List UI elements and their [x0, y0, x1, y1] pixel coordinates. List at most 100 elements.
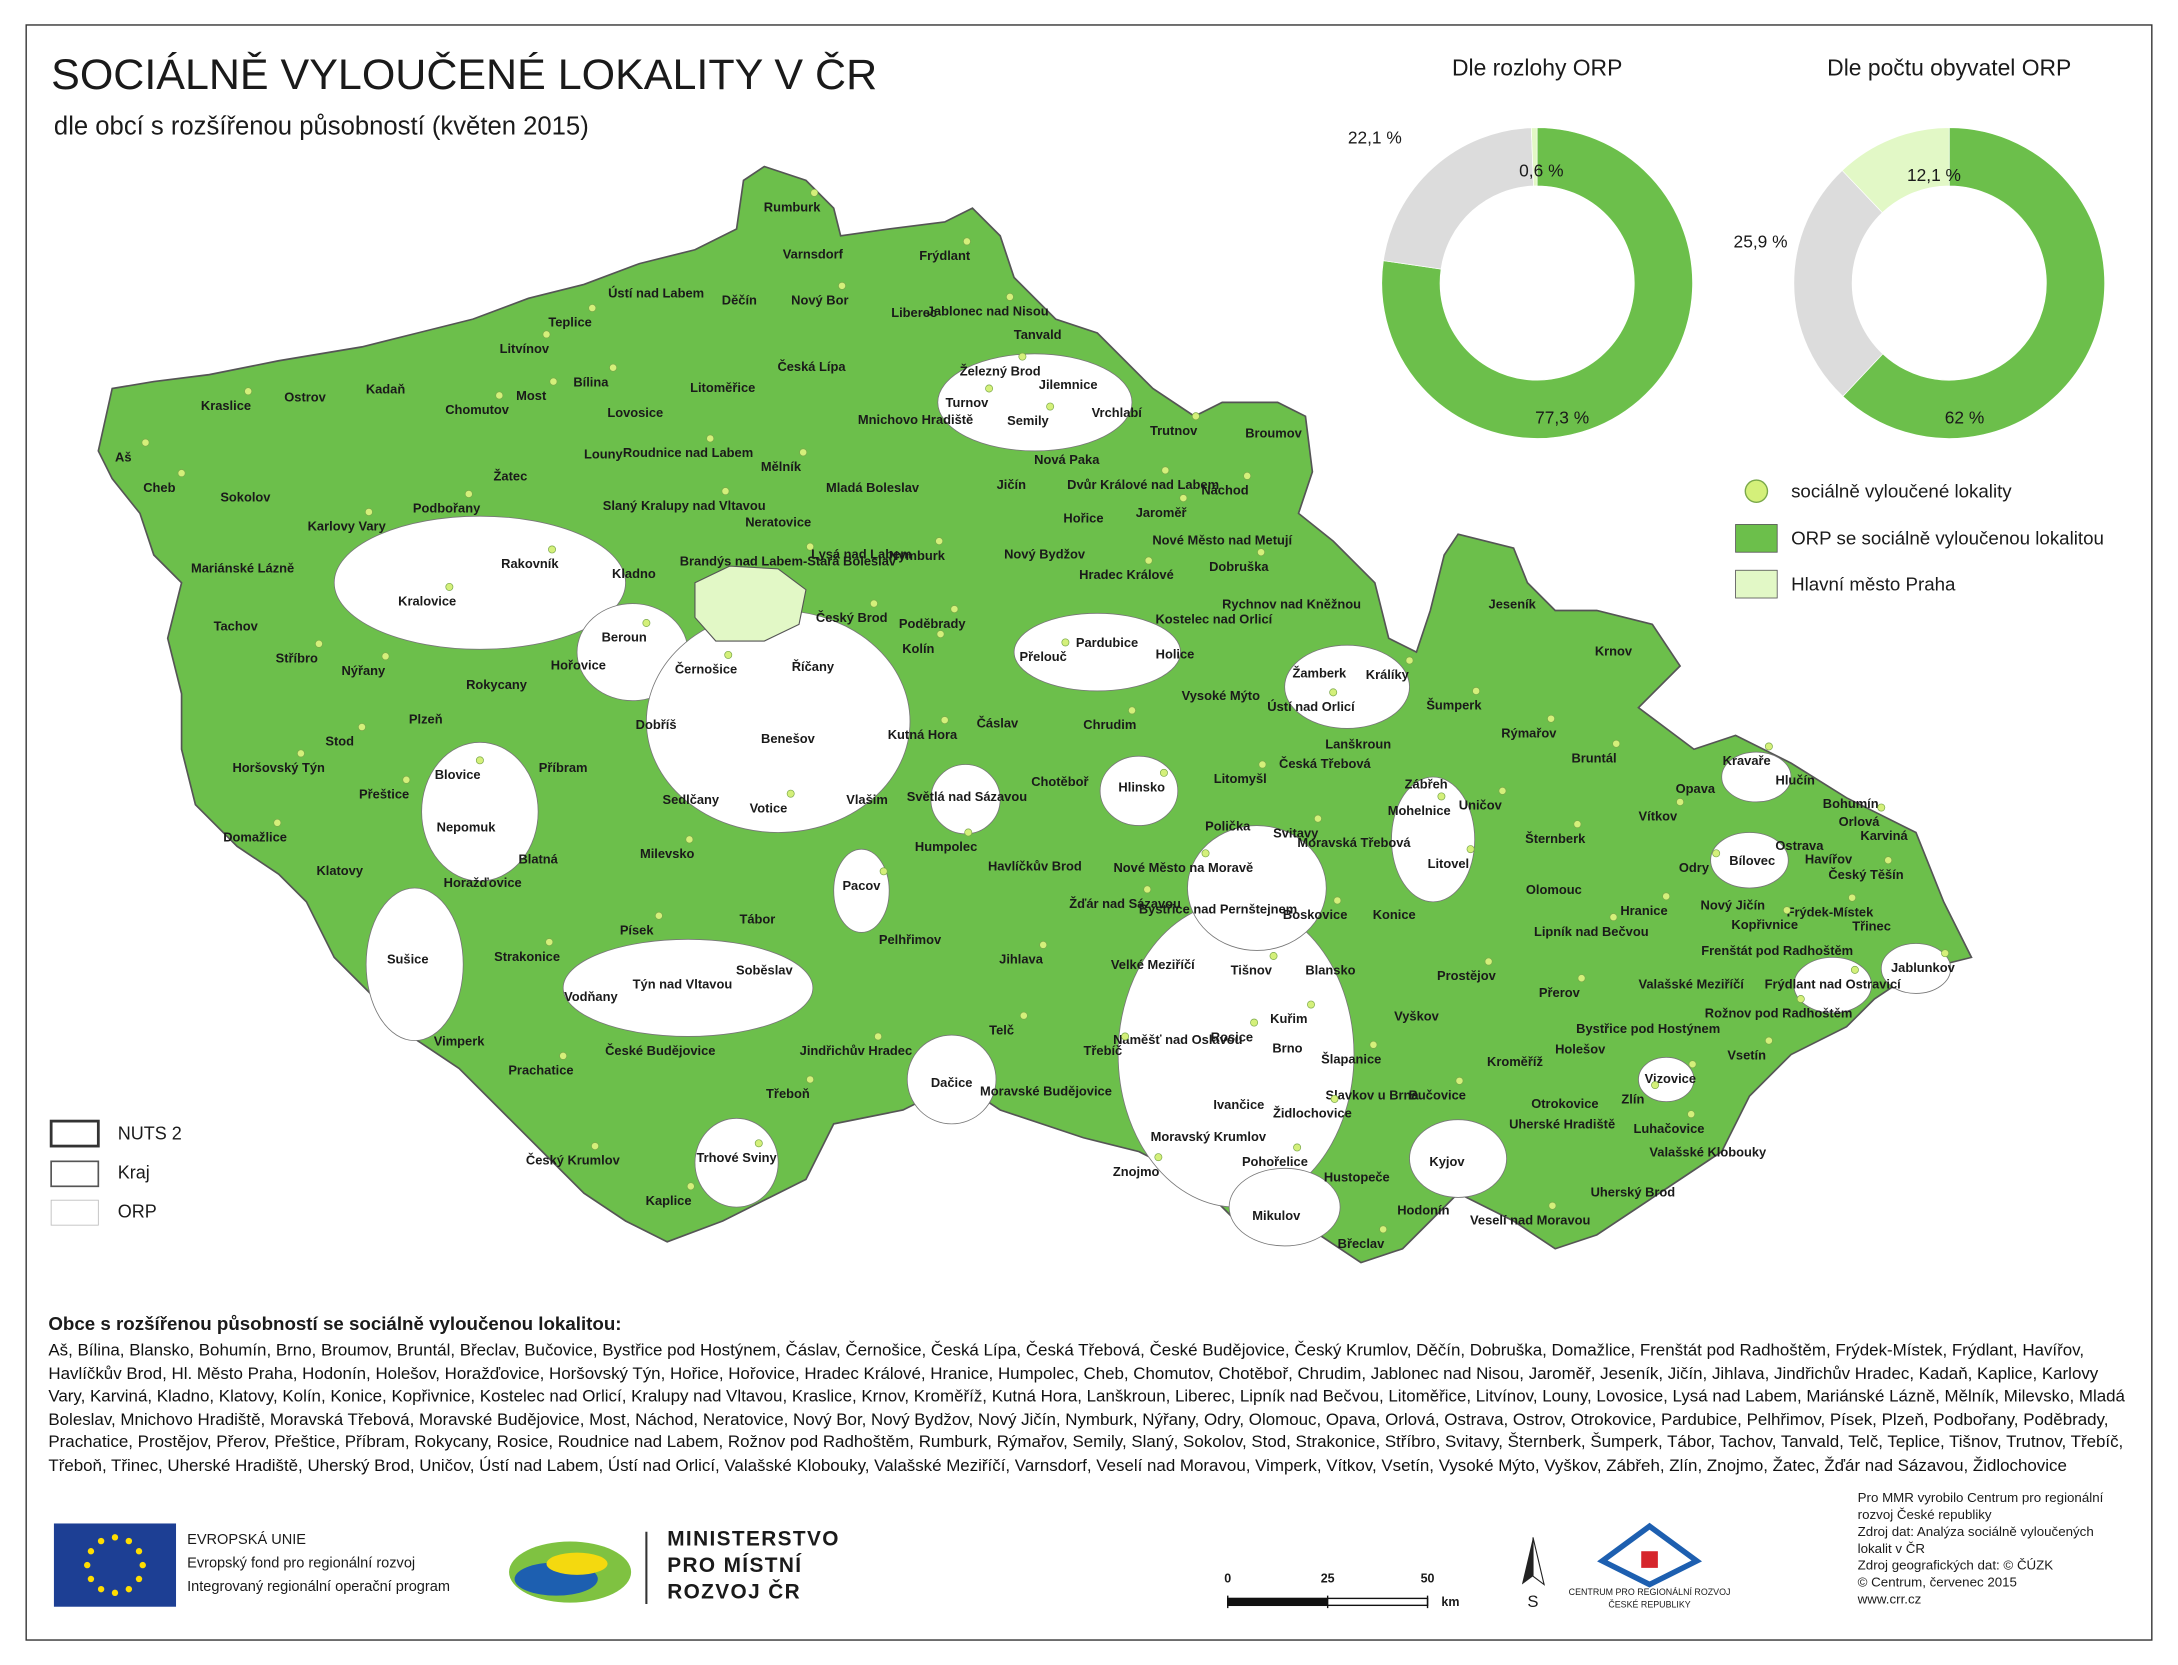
orp-label: Broumov	[1245, 426, 1302, 441]
locality-dot	[754, 1139, 763, 1148]
eu-star	[135, 1548, 143, 1555]
orp-label: Slavkov u Brna	[1325, 1088, 1419, 1103]
locality-dot	[806, 1075, 815, 1084]
orp-label: Nový Bor	[791, 292, 848, 307]
legend-label: Hlavní město Praha	[1791, 573, 1956, 594]
scale-unit: km	[1441, 1595, 1459, 1609]
orp-label: Rychnov nad Kněžnou	[1222, 596, 1361, 611]
orp-label: Náchod	[1201, 483, 1248, 498]
orp-label: Blovice	[435, 767, 481, 782]
orp-label: Dobříš	[636, 717, 677, 732]
orp-label: Bílovec	[1729, 853, 1775, 868]
locality-dot	[1455, 1076, 1464, 1085]
donut-value-label: 62 %	[1945, 408, 1985, 428]
credit-line: rozvoj České republiky	[1858, 1507, 1992, 1522]
locality-dot	[1313, 814, 1322, 823]
scale-bar: 0 25 50 km	[1224, 1571, 1459, 1609]
orp-label: Frýdlant nad Ostravicí	[1765, 977, 1902, 992]
orp-label: Kuřim	[1270, 1011, 1307, 1026]
orp-label: Český Brod	[816, 610, 888, 625]
donut-segment	[1842, 127, 2105, 439]
locality-dot	[1293, 1143, 1302, 1152]
locality-dot	[1941, 949, 1950, 958]
orp-label: Strakonice	[494, 949, 560, 964]
orp-label: Dačice	[931, 1075, 973, 1090]
orp-label: Děčín	[722, 292, 757, 307]
orp-label: Lanškroun	[1325, 736, 1391, 751]
locality-dot	[1676, 798, 1685, 806]
chart-title: Dle počtu obyvatel ORP	[1827, 54, 2071, 80]
orp-label: Horažďovice	[444, 875, 522, 890]
orp-label: Luhačovice	[1634, 1121, 1705, 1136]
orp-label: Olomouc	[1526, 882, 1582, 897]
eu-star	[84, 1561, 91, 1569]
locality-dot	[964, 828, 973, 837]
orp-label: Nový Bydžov	[1004, 546, 1086, 561]
scale-segment	[1227, 1598, 1328, 1606]
orp-label: Hlinsko	[1118, 780, 1165, 795]
orp-label: Nepomuk	[437, 820, 497, 835]
orp-label: Kopřivnice	[1731, 917, 1798, 932]
orp-label: Tábor	[739, 911, 775, 926]
orp-label: Znojmo	[1113, 1164, 1160, 1179]
orp-label: Jaroměř	[1136, 505, 1187, 520]
locality-dot	[724, 650, 733, 659]
locality-dot	[936, 630, 945, 639]
donut-value-label: 25,9 %	[1734, 231, 1788, 251]
eu-star	[125, 1537, 133, 1545]
locality-dot	[940, 716, 949, 725]
locality-dot	[1143, 885, 1152, 894]
locality-dot	[1333, 896, 1342, 905]
orp-label: Bystřice nad Pernštejnem	[1139, 902, 1297, 917]
legend-dot	[1744, 479, 1769, 503]
orp-label: Humpolec	[915, 839, 977, 854]
orp-label: Příbram	[539, 760, 588, 775]
orp-label: Dvůr Králové nad Labem	[1067, 477, 1219, 492]
orp-label: Ostrov	[284, 390, 326, 405]
donut-segment	[1530, 127, 1538, 187]
orp-label: Most	[516, 388, 547, 403]
orp-label: Mnichovo Hradiště	[858, 412, 973, 427]
eu-star	[125, 1585, 133, 1593]
locality-dot	[588, 304, 597, 312]
orp-label: Louny	[584, 447, 623, 462]
orp-label: Tachov	[214, 619, 259, 634]
orp-label: Nová Paka	[1034, 452, 1100, 467]
locality-dot	[549, 377, 558, 386]
locality-dot	[464, 489, 473, 498]
locality-dot	[1437, 792, 1446, 801]
locality-dot	[1144, 556, 1153, 565]
eu-text: Evropský fond pro regionální rozvoj	[187, 1556, 415, 1572]
locality-dot	[296, 749, 305, 758]
locality-dot	[935, 537, 944, 546]
orp-label: Jeseník	[1489, 596, 1537, 611]
orp-label: Valašské Klobouky	[1649, 1144, 1767, 1159]
locality-dot	[1250, 1018, 1259, 1027]
locality-dot	[721, 487, 730, 496]
orp-label: Cheb	[143, 480, 175, 495]
orp-label: Pelhřimov	[879, 932, 942, 947]
locality-dot	[706, 434, 715, 443]
orp-label: Český Těšín	[1828, 867, 1903, 882]
orp-label: Turnov	[946, 395, 990, 410]
locality-dot	[1330, 1094, 1339, 1103]
orp-label: Kutná Hora	[888, 727, 958, 742]
orp-label: Benešov	[761, 731, 816, 746]
locality-dot	[1687, 1110, 1696, 1119]
orp-label: Kladno	[612, 566, 656, 581]
locality-dot	[357, 723, 366, 732]
orp-label: Kyjov	[1429, 1154, 1465, 1169]
locality-dot	[495, 391, 504, 400]
orp-label: Vsetín	[1727, 1047, 1766, 1062]
locality-dot	[1662, 892, 1671, 901]
locality-dot	[1609, 913, 1618, 922]
eu-star	[139, 1561, 146, 1569]
orp-label: Uničov	[1459, 798, 1503, 813]
locality-dot	[364, 508, 373, 516]
orp-label: Frýdlant	[919, 248, 971, 263]
orp-label: Litoměřice	[690, 380, 755, 395]
locality-dot	[475, 756, 484, 765]
locality-dot	[1573, 820, 1582, 829]
orp-label: Semily	[1007, 413, 1049, 428]
orp-label: Bruntál	[1571, 750, 1616, 765]
